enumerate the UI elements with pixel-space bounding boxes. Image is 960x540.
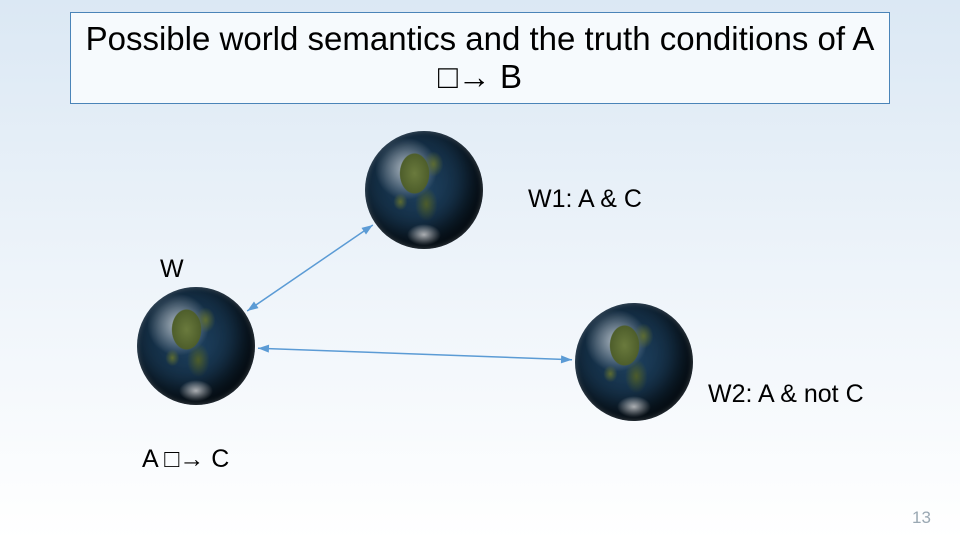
globe-w2 xyxy=(575,303,693,421)
globe-w1 xyxy=(365,131,483,249)
label-w: W xyxy=(160,255,184,284)
label-eval: A □→ C xyxy=(142,445,229,474)
label-w1: W1: A & C xyxy=(528,185,642,214)
globe-w xyxy=(137,287,255,405)
label-w2: W2: A & not C xyxy=(708,380,864,409)
title-text: Possible world semantics and the truth c… xyxy=(71,20,889,96)
page-number: 13 xyxy=(912,508,931,528)
title-box: Possible world semantics and the truth c… xyxy=(70,12,890,104)
slide: Possible world semantics and the truth c… xyxy=(0,0,960,540)
